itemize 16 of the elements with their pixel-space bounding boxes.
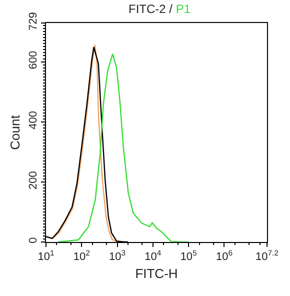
x-tick-label: 10$^{6}$ — [216, 248, 232, 264]
text: P1 — [176, 2, 191, 16]
y-tick-label: 0 — [28, 237, 40, 244]
chart-title: FITC-2 / — [128, 2, 172, 16]
x-tick-label: 10$^{1}$ — [38, 248, 54, 264]
x-tick-label: 10$^{3}$ — [109, 248, 126, 264]
x-tick-label: 10$^{5}$ — [180, 248, 197, 264]
y-tick-label: 200 — [28, 171, 40, 190]
x-tick-label: 10$^{7.2}$ — [256, 248, 278, 264]
x-tick-label: 10$^{4}$ — [144, 248, 162, 264]
x-tick-label: 10$^{2}$ — [73, 248, 90, 264]
y-tick-label: 729 — [28, 12, 40, 31]
y-axis-title: Count — [8, 114, 23, 150]
y-tick-label: 400 — [28, 111, 40, 130]
y-tick-label: 600 — [28, 50, 40, 70]
x-axis-title: FITC-H — [135, 266, 178, 281]
